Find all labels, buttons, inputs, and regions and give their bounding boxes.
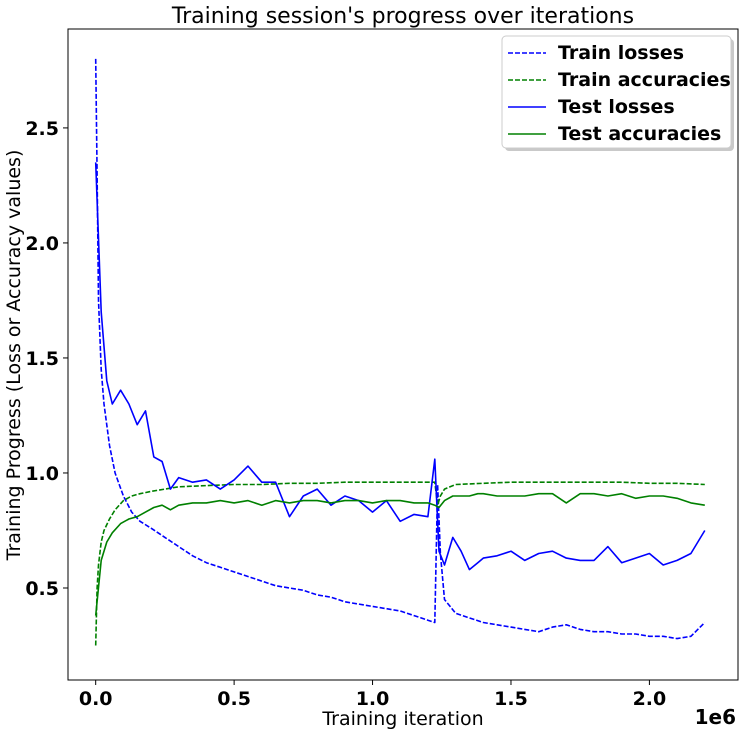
y-tick-label: 1.0 bbox=[25, 463, 59, 485]
x-axis-offset-label: 1e6 bbox=[695, 705, 736, 729]
series-line-3 bbox=[94, 492, 705, 616]
x-tick-label: 0.5 bbox=[217, 688, 251, 710]
x-axis-ticks: 0.0 0.5 1.0 1.5 2.0 bbox=[79, 680, 666, 710]
x-tick-label: 1.0 bbox=[356, 688, 390, 710]
y-tick-label: 2.5 bbox=[25, 118, 59, 140]
legend-label: Train losses bbox=[558, 42, 684, 64]
legend-label: Test losses bbox=[558, 96, 675, 118]
legend-label: Test accuracies bbox=[558, 123, 721, 145]
legend: Train losses Train accuracies Test losses T… bbox=[501, 35, 734, 151]
x-tick-label: 0.0 bbox=[79, 688, 113, 710]
series-line-2 bbox=[94, 162, 706, 571]
x-tick-label: 1.5 bbox=[494, 688, 528, 710]
legend-box bbox=[501, 35, 732, 149]
y-tick-label: 1.5 bbox=[25, 348, 59, 370]
chart-title: Training session's progress over iterati… bbox=[171, 4, 634, 29]
legend-label: Train accuracies bbox=[558, 69, 731, 91]
series-layer bbox=[94, 58, 706, 646]
y-axis-label: Training Progress (Loss or Accuracy valu… bbox=[3, 150, 25, 562]
y-tick-label: 2.0 bbox=[25, 233, 59, 255]
legend-entries: Train losses Train accuracies Test losses T… bbox=[508, 42, 731, 145]
x-tick-label: 2.0 bbox=[633, 688, 667, 710]
plot-frame bbox=[67, 28, 739, 681]
series-line-0 bbox=[94, 58, 706, 640]
y-axis-ticks: 0.5 1.0 1.5 2.0 2.5 bbox=[25, 118, 68, 600]
y-tick-label: 0.5 bbox=[25, 578, 59, 600]
x-axis-label: Training iteration bbox=[321, 708, 483, 730]
series-line-1 bbox=[94, 481, 705, 646]
